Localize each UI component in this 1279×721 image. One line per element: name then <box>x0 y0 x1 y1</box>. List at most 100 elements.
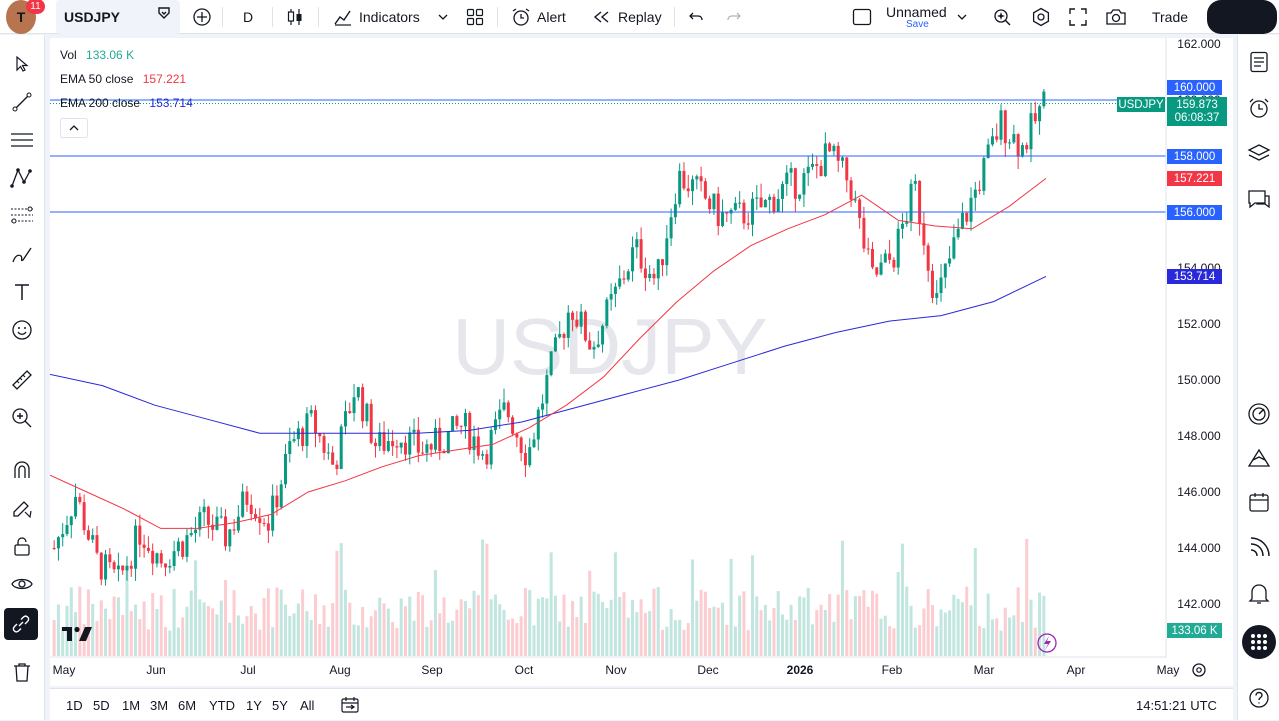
products-menu-button[interactable] <box>1242 625 1276 659</box>
ideas-button[interactable] <box>1244 443 1274 473</box>
candle-body <box>879 262 883 275</box>
trend-line-icon <box>12 92 32 112</box>
lock-drawings-tool[interactable] <box>7 531 37 561</box>
text-tool[interactable] <box>7 277 37 307</box>
go-to-date-button[interactable] <box>340 689 362 721</box>
quick-search-button[interactable] <box>992 0 1014 34</box>
candle-body <box>673 204 677 218</box>
watchlist-button[interactable] <box>1244 47 1274 77</box>
ema200-value: 153.714 <box>149 96 193 110</box>
lightning-icon[interactable] <box>1037 633 1057 653</box>
candle-body <box>232 529 236 531</box>
publish-button[interactable]: Publish <box>1207 0 1277 34</box>
pattern-tool[interactable] <box>7 163 37 193</box>
trend-line-tool[interactable] <box>7 87 37 117</box>
range-button-ytd[interactable]: YTD <box>209 697 235 713</box>
magnet-tool[interactable] <box>7 455 37 485</box>
candle-body <box>913 180 917 184</box>
candle-body <box>661 259 665 266</box>
technicals-button[interactable] <box>1244 399 1274 429</box>
alerts-panel-button[interactable] <box>1244 93 1274 123</box>
candle-body <box>502 402 506 410</box>
price-chart[interactable]: USDJPY 162.000160.000158.000156.000154.0… <box>49 37 1233 686</box>
compare-symbol-button[interactable] <box>191 0 213 34</box>
drawing-mode-tool[interactable] <box>7 493 37 523</box>
chats-button[interactable] <box>1244 185 1274 215</box>
layout-menu-chevron[interactable] <box>957 0 969 34</box>
candle-body <box>99 552 103 580</box>
horizontal-lines[interactable] <box>50 99 1166 213</box>
range-button-3m[interactable]: 3M <box>150 697 169 713</box>
vol-value: 133.06 K <box>86 48 135 62</box>
ruler-tool[interactable] <box>7 365 37 395</box>
help-button[interactable] <box>1244 683 1274 713</box>
range-button-1y[interactable]: 1Y <box>246 697 262 713</box>
volume-bar <box>828 594 832 656</box>
candle-body <box>322 436 326 453</box>
indicators-menu-chevron[interactable] <box>438 0 450 34</box>
time-tick-label: Sep <box>421 663 443 677</box>
zoom-tool[interactable] <box>7 403 37 433</box>
candle-body <box>635 239 639 248</box>
candle-body <box>1003 110 1007 144</box>
remove-drawings-tool[interactable] <box>7 657 37 687</box>
layout-select-checkbox[interactable] <box>852 0 874 34</box>
collapse-legend-button[interactable] <box>60 118 88 138</box>
object-tree-button[interactable] <box>1244 139 1274 169</box>
volume-bar <box>1033 627 1037 656</box>
streams-button[interactable] <box>1244 533 1274 563</box>
undo-button[interactable] <box>688 0 706 34</box>
interval-button[interactable]: D <box>236 0 260 34</box>
range-button-1m[interactable]: 1M <box>122 697 141 713</box>
range-button-1d[interactable]: 1D <box>66 697 83 713</box>
trade-button[interactable]: Trade <box>1147 0 1193 34</box>
ema200-legend[interactable]: EMA 200 close 153.714 <box>60 96 193 110</box>
notifications-button[interactable] <box>1244 579 1274 609</box>
candle-body <box>91 535 95 540</box>
candle-body <box>639 239 643 269</box>
volume-legend[interactable]: Vol 133.06 K <box>60 48 134 62</box>
rewind-icon <box>593 11 609 23</box>
horizontal-lines-tool[interactable] <box>7 125 37 155</box>
emoji-tool[interactable] <box>7 315 37 345</box>
sync-drawings-tool[interactable] <box>4 608 38 640</box>
layout-name[interactable]: Unnamed Save <box>886 0 948 34</box>
range-button-all[interactable]: All <box>300 697 315 713</box>
candle-body <box>429 444 433 450</box>
indicators-button[interactable]: Indicators <box>333 0 433 34</box>
calendar-button[interactable] <box>1244 487 1274 517</box>
candle-body <box>558 334 562 338</box>
line-156-price-tag[interactable]: 156.000 <box>1167 205 1222 220</box>
volume-bar <box>455 609 459 656</box>
clock[interactable]: 14:51:21 UTC <box>1136 697 1217 713</box>
replay-button[interactable]: Replay <box>592 0 664 34</box>
range-button-5y[interactable]: 5Y <box>272 697 288 713</box>
brush-tool[interactable] <box>7 239 37 269</box>
templates-button[interactable] <box>465 0 485 34</box>
redo-button[interactable] <box>726 0 744 34</box>
fullscreen-button[interactable] <box>1069 0 1091 34</box>
fibonacci-tool[interactable] <box>7 201 37 231</box>
range-button-5d[interactable]: 5D <box>93 697 110 713</box>
cursor-tool[interactable] <box>7 49 37 79</box>
range-button-6m[interactable]: 6M <box>178 697 197 713</box>
hide-drawings-tool[interactable] <box>7 569 37 599</box>
alert-button[interactable]: Alert <box>511 0 577 34</box>
settings-button[interactable] <box>1031 0 1053 34</box>
chart-pane[interactable]: USDJPY 162.000160.000158.000156.000154.0… <box>49 37 1233 686</box>
snapshot-button[interactable] <box>1105 0 1129 34</box>
volume-bar <box>695 600 699 656</box>
axis-settings-icon[interactable] <box>1192 663 1206 677</box>
tradingview-logo[interactable] <box>62 626 92 641</box>
chart-type-button[interactable] <box>284 0 306 34</box>
line-158-price-tag[interactable]: 158.000 <box>1167 149 1222 164</box>
ema50-legend[interactable]: EMA 50 close 157.221 <box>60 72 186 86</box>
layout-name-label: Unnamed <box>886 3 947 20</box>
symbol-search[interactable]: USDJPY <box>56 0 180 34</box>
time-axis[interactable]: May Jun Jul Aug Sep Oct Nov Dec 2026 Feb Mar Apr May <box>53 663 1180 677</box>
line-160-price-tag[interactable]: 160.000 <box>1167 80 1222 95</box>
volume-bar <box>810 624 814 656</box>
candle-body <box>301 428 305 446</box>
volume-bar <box>313 594 317 656</box>
candle-body <box>151 550 155 564</box>
